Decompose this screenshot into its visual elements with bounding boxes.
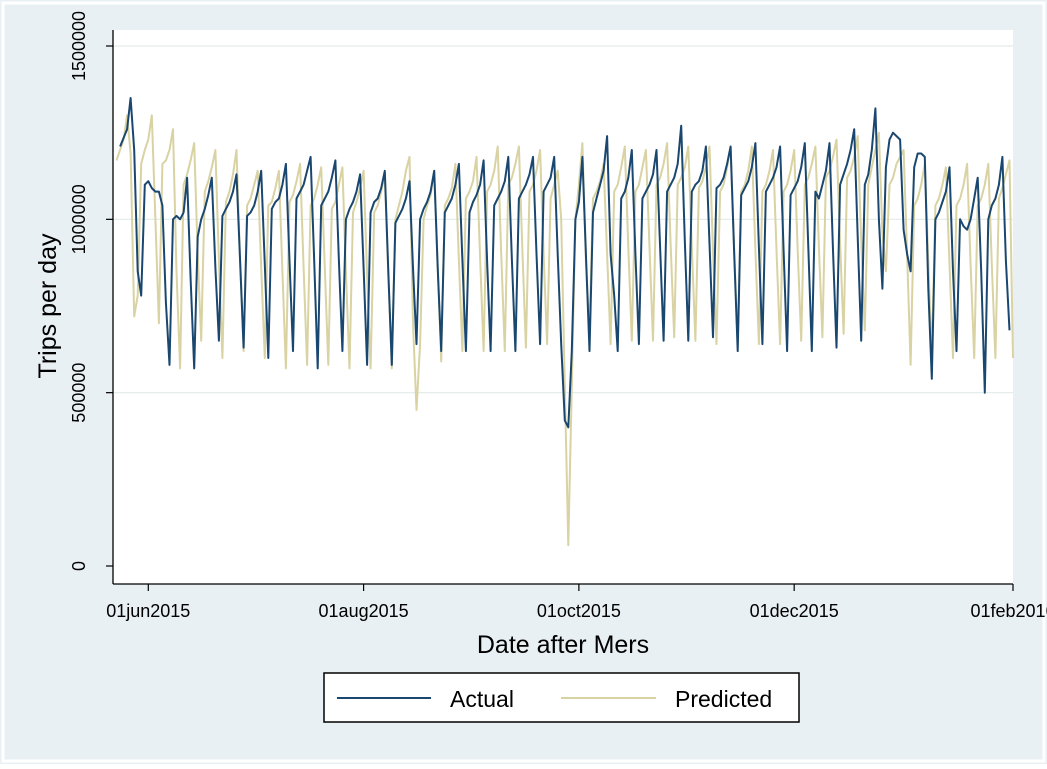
series-line-predicted	[115, 114, 1014, 547]
x-axis-title: Date after Mers	[477, 631, 649, 659]
x-tick-label-0: 01jun2015	[106, 601, 190, 621]
x-tick-labels: 01jun2015 01aug2015 01oct2015 01dec2015 01fe…	[106, 601, 1047, 621]
legend-label-predicted: Predicted	[675, 686, 772, 712]
y-tick-labels: 0 500000 1000000 1500000	[69, 11, 89, 571]
x-tick-label-1: 01aug2015	[319, 601, 409, 621]
y-tick-label-0: 0	[69, 561, 89, 571]
x-tick-label-2: 01oct2015	[537, 601, 621, 621]
y-axis-title: Trips per day	[34, 233, 62, 378]
axes	[106, 30, 1014, 591]
series-line-actual	[119, 97, 1011, 429]
x-tick-label-3: 01dec2015	[750, 601, 839, 621]
y-tick-label-1: 500000	[69, 363, 89, 423]
y-tick-label-3: 1500000	[69, 11, 89, 81]
legend-label-actual: Actual	[450, 686, 514, 712]
series-lines	[115, 97, 1014, 547]
x-tick-label-4: 01feb2016	[970, 601, 1047, 621]
y-tick-label-2: 1000000	[69, 184, 89, 254]
legend: Actual Predicted	[323, 672, 800, 723]
